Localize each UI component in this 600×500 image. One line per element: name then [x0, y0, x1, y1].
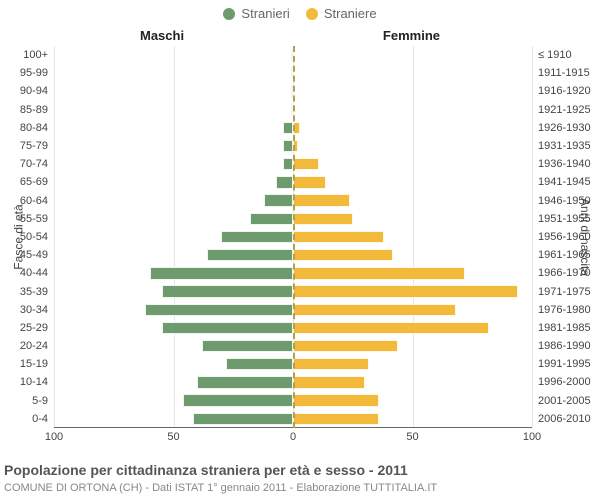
population-pyramid-chart: Stranieri Straniere Maschi Femmine Fasce… [0, 0, 600, 500]
chart-title: Popolazione per cittadinanza straniera p… [4, 462, 408, 478]
legend-label-male: Stranieri [241, 6, 289, 21]
age-label: 100+ [0, 46, 48, 64]
bar-female [293, 394, 379, 406]
birth-label: 1976-1980 [538, 301, 600, 319]
legend-swatch-female [306, 8, 318, 20]
birth-label: 1991-1995 [538, 355, 600, 373]
y-axis-age-labels: Fasce di età 100+95-9990-9485-8980-8475-… [0, 46, 52, 428]
bar-male [283, 158, 293, 170]
legend-label-female: Straniere [324, 6, 377, 21]
bar-female [293, 194, 350, 206]
bar-male [250, 213, 293, 225]
bar-male [162, 285, 293, 297]
bar-male [150, 267, 293, 279]
birth-label: 1926-1930 [538, 119, 600, 137]
center-divider [293, 46, 295, 428]
age-label: 90-94 [0, 82, 48, 100]
bar-female [293, 413, 379, 425]
age-label: 85-89 [0, 101, 48, 119]
x-tick: 50 [406, 431, 418, 443]
bar-female [293, 231, 384, 243]
y-axis-birth-labels: Anni di nascita ≤ 19101911-19151916-1920… [534, 46, 600, 428]
birth-label: 2001-2005 [538, 392, 600, 410]
column-header-female: Femmine [383, 28, 440, 43]
birth-label: 1986-1990 [538, 337, 600, 355]
bar-female [293, 213, 353, 225]
bar-female [293, 176, 326, 188]
x-tick: 100 [45, 431, 63, 443]
bar-female [293, 322, 489, 334]
birth-label: 1941-1945 [538, 173, 600, 191]
chart-subtitle: COMUNE DI ORTONA (CH) - Dati ISTAT 1° ge… [4, 482, 437, 494]
y-axis-title-left: Fasce di età [12, 204, 26, 269]
age-label: 15-19 [0, 355, 48, 373]
age-label: 30-34 [0, 301, 48, 319]
bar-female [293, 249, 393, 261]
age-label: 20-24 [0, 337, 48, 355]
age-label: 75-79 [0, 137, 48, 155]
age-label: 0-4 [0, 410, 48, 428]
legend-swatch-male [223, 8, 235, 20]
bar-female [293, 358, 369, 370]
bar-female [293, 267, 465, 279]
birth-label: 1921-1925 [538, 101, 600, 119]
age-label: 25-29 [0, 319, 48, 337]
bar-male [145, 304, 293, 316]
birth-label: 1936-1940 [538, 155, 600, 173]
bar-male [162, 322, 293, 334]
x-tick: 100 [523, 431, 541, 443]
x-tick: 50 [167, 431, 179, 443]
legend-item-female: Straniere [306, 6, 377, 21]
birth-label: 1981-1985 [538, 319, 600, 337]
legend-item-male: Stranieri [223, 6, 289, 21]
plot-area [54, 46, 532, 428]
column-header-male: Maschi [140, 28, 184, 43]
birth-label: 1931-1935 [538, 137, 600, 155]
age-label: 10-14 [0, 373, 48, 391]
bar-male [193, 413, 293, 425]
age-label: 5-9 [0, 392, 48, 410]
bar-male [207, 249, 293, 261]
bar-female [293, 340, 398, 352]
bar-female [293, 376, 365, 388]
bar-male [197, 376, 293, 388]
age-label: 95-99 [0, 64, 48, 82]
bar-male [202, 340, 293, 352]
bar-male [183, 394, 293, 406]
birth-label: 1996-2000 [538, 373, 600, 391]
bar-male [221, 231, 293, 243]
bar-female [293, 285, 518, 297]
birth-label: 2006-2010 [538, 410, 600, 428]
age-label: 35-39 [0, 282, 48, 300]
bar-male [226, 358, 293, 370]
legend: Stranieri Straniere [0, 0, 600, 21]
bar-male [283, 140, 293, 152]
age-label: 70-74 [0, 155, 48, 173]
age-label: 65-69 [0, 173, 48, 191]
x-tick: 0 [290, 431, 296, 443]
age-label: 80-84 [0, 119, 48, 137]
birth-label: 1971-1975 [538, 282, 600, 300]
birth-label: 1911-1915 [538, 64, 600, 82]
bar-male [283, 122, 293, 134]
bar-male [264, 194, 293, 206]
y-axis-title-right: Anni di nascita [578, 198, 592, 276]
birth-label: ≤ 1910 [538, 46, 600, 64]
bar-female [293, 158, 319, 170]
birth-label: 1916-1920 [538, 82, 600, 100]
x-axis: 10050050100 [54, 431, 532, 445]
bar-male [276, 176, 293, 188]
bar-female [293, 304, 456, 316]
